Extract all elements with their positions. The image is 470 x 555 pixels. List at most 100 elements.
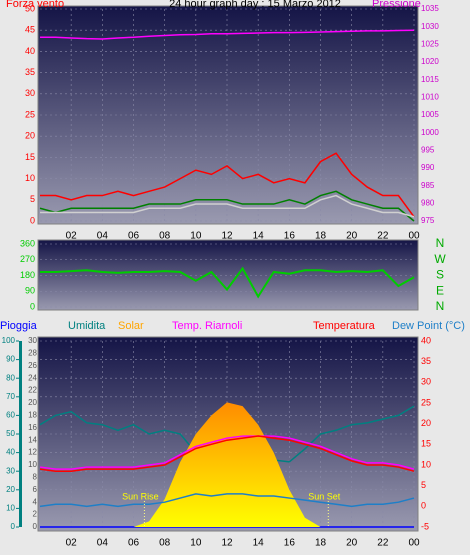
y-tick-label: 50 bbox=[6, 429, 15, 438]
line bbox=[40, 29, 415, 40]
y3-tick-label: 26 bbox=[28, 361, 37, 370]
y2-axis-title: Pressione bbox=[372, 0, 421, 10]
line bbox=[39, 493, 415, 508]
y2-tick-label: 15 bbox=[421, 439, 431, 449]
y2-tick-label: E bbox=[436, 283, 444, 297]
y-tick-label: 100 bbox=[2, 336, 16, 345]
y-tick-label: 20 bbox=[25, 131, 35, 141]
x-tick-label: 16 bbox=[284, 538, 296, 549]
x-tick-label: 00 bbox=[408, 231, 420, 242]
y2-tick-label: 0 bbox=[421, 501, 426, 511]
x-tick-label: 00 bbox=[408, 538, 420, 549]
y2-tick-label: 1000 bbox=[421, 128, 439, 137]
annotation: Sun Set bbox=[308, 491, 341, 501]
y2-tick-label: 1030 bbox=[421, 22, 439, 31]
y2-tick-label: 990 bbox=[421, 163, 435, 172]
x-tick-label: 08 bbox=[159, 538, 171, 549]
y-tick-label: 0 bbox=[30, 215, 35, 225]
y2-tick-label: 980 bbox=[421, 198, 435, 207]
y2-tick-label: 1010 bbox=[421, 92, 439, 101]
y-tick-label: 270 bbox=[20, 254, 35, 264]
y3-tick-label: 28 bbox=[28, 349, 37, 358]
x-tick-label: 18 bbox=[315, 231, 327, 242]
y-tick-label: 0 bbox=[30, 301, 35, 311]
y2-tick-label: 975 bbox=[421, 216, 435, 225]
axis-bar bbox=[19, 341, 22, 527]
y2-tick-label: S bbox=[436, 268, 444, 282]
x-tick-label: 10 bbox=[190, 538, 202, 549]
y2-tick-label: 985 bbox=[421, 181, 435, 190]
y3-tick-label: 24 bbox=[28, 373, 37, 382]
x-tick-label: 22 bbox=[377, 231, 389, 242]
y2-tick-label: 20 bbox=[421, 418, 431, 428]
y2-tick-label: 995 bbox=[421, 145, 435, 154]
y-tick-label: 25 bbox=[25, 109, 35, 119]
y-tick-label: 50 bbox=[25, 3, 35, 13]
y3-tick-label: 6 bbox=[33, 485, 38, 494]
y-tick-label: 90 bbox=[25, 286, 35, 296]
x-tick-label: 04 bbox=[97, 538, 109, 549]
y2-tick-label: 25 bbox=[421, 397, 431, 407]
legend-entry: Umidita bbox=[68, 320, 106, 332]
line bbox=[39, 190, 415, 222]
x-tick-label: 16 bbox=[284, 231, 296, 242]
y-tick-label: 70 bbox=[6, 392, 15, 401]
x-tick-label: 12 bbox=[221, 538, 233, 549]
y-tick-label: 360 bbox=[20, 238, 35, 248]
y2-tick-label: 10 bbox=[421, 459, 431, 469]
y3-tick-label: 2 bbox=[33, 510, 38, 519]
y-tick-label: 40 bbox=[6, 448, 15, 457]
y3-tick-label: 0 bbox=[33, 522, 38, 531]
x-tick-label: 22 bbox=[377, 538, 389, 549]
line bbox=[40, 194, 415, 218]
y3-tick-label: 4 bbox=[33, 497, 38, 506]
y-tick-label: 15 bbox=[25, 152, 35, 162]
annotation: Sun Rise bbox=[122, 491, 159, 501]
legend-entry: Temperatura bbox=[313, 320, 376, 332]
y2-tick-label: 1020 bbox=[421, 57, 439, 66]
line bbox=[39, 435, 415, 472]
area bbox=[40, 402, 414, 527]
y3-tick-label: 10 bbox=[28, 460, 37, 469]
y-tick-label: 20 bbox=[6, 485, 15, 494]
y3-tick-label: 18 bbox=[28, 411, 37, 420]
x-tick-label: 08 bbox=[159, 231, 171, 242]
y2-tick-label: -5 bbox=[421, 521, 429, 531]
y-axis-title: Forza vento bbox=[6, 0, 64, 10]
x-tick-label: 12 bbox=[221, 231, 233, 242]
chart-title: 24 hour graph day : 15 Marzo 2012 bbox=[169, 0, 341, 10]
y2-tick-label: W bbox=[434, 252, 446, 266]
y-tick-label: 90 bbox=[6, 355, 15, 364]
y2-tick-label: 1035 bbox=[421, 4, 439, 13]
x-tick-label: 10 bbox=[190, 231, 202, 242]
y3-tick-label: 14 bbox=[28, 435, 37, 444]
y-tick-label: 30 bbox=[25, 88, 35, 98]
y-tick-label: 5 bbox=[30, 194, 35, 204]
y-tick-label: 35 bbox=[25, 67, 35, 77]
plot-area bbox=[37, 239, 419, 311]
y-tick-label: 10 bbox=[6, 504, 15, 513]
x-tick-label: 14 bbox=[253, 231, 265, 242]
y-tick-label: 40 bbox=[25, 46, 35, 56]
y3-tick-label: 8 bbox=[33, 473, 38, 482]
x-tick-label: 06 bbox=[128, 538, 140, 549]
y2-tick-label: 30 bbox=[421, 377, 431, 387]
y-tick-label: 10 bbox=[25, 173, 35, 183]
y2-tick-label: 1015 bbox=[421, 75, 439, 84]
y-tick-label: 180 bbox=[20, 270, 35, 280]
y3-tick-label: 16 bbox=[28, 423, 37, 432]
x-tick-label: 14 bbox=[253, 538, 265, 549]
y3-tick-label: 22 bbox=[28, 386, 37, 395]
x-tick-label: 20 bbox=[346, 231, 358, 242]
x-tick-label: 04 bbox=[97, 231, 109, 242]
x-tick-label: 02 bbox=[66, 538, 78, 549]
line bbox=[39, 435, 415, 470]
legend-entry: Dew Point (°C) bbox=[392, 320, 465, 332]
legend-entry: Solar bbox=[118, 320, 144, 332]
y2-tick-label: 1025 bbox=[421, 39, 439, 48]
legend-entry: Temp. Riarnoli bbox=[172, 320, 242, 332]
x-tick-label: 18 bbox=[315, 538, 327, 549]
y-tick-label: 30 bbox=[6, 466, 15, 475]
y-tick-label: 80 bbox=[6, 373, 15, 382]
